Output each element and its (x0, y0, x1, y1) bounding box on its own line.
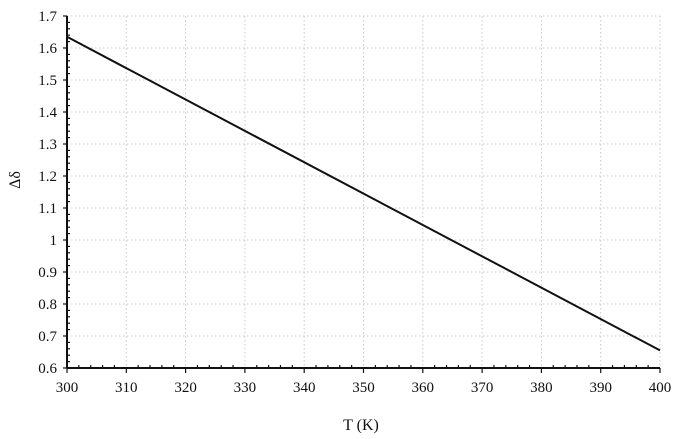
y-tick-label: 1.4 (38, 105, 57, 121)
x-tick-label: 370 (471, 380, 494, 396)
x-tick-label: 350 (352, 380, 375, 396)
axes (63, 15, 661, 373)
y-tick-label: 1.6 (38, 41, 57, 57)
x-tick-label: 330 (234, 380, 257, 396)
x-tick-label: 380 (530, 380, 553, 396)
tick-labels: 300 310 320 330 340 350 360 370 380 390 400 0.6 0.7 0… (38, 9, 671, 396)
grid (67, 15, 661, 368)
x-tick-label: 340 (293, 380, 316, 396)
y-tick-label: 0.6 (38, 361, 57, 377)
y-tick-label: 0.7 (38, 329, 57, 345)
series-layer (66, 35, 661, 352)
x-tick-label: 300 (56, 380, 79, 396)
y-tick-label: 0.8 (38, 297, 57, 313)
y-tick-label: 1.7 (38, 9, 57, 25)
y-tick-label: 1.3 (38, 137, 57, 153)
x-tick-label: 400 (649, 380, 672, 396)
y-tick-label: 0.9 (38, 265, 57, 281)
y-tick-label: 1.5 (38, 73, 57, 89)
x-tick-label: 320 (174, 380, 197, 396)
x-axis-title: T (K) (343, 417, 379, 434)
y-tick-label: 1 (50, 233, 58, 249)
x-tick-label: 310 (115, 380, 138, 396)
y-tick-label: 1.1 (38, 201, 57, 217)
y-axis-title: Δδ (7, 171, 24, 189)
x-tick-label: 360 (412, 380, 435, 396)
y-tick-label: 1.2 (38, 169, 57, 185)
data-line (66, 35, 661, 352)
x-tick-label: 390 (589, 380, 612, 396)
